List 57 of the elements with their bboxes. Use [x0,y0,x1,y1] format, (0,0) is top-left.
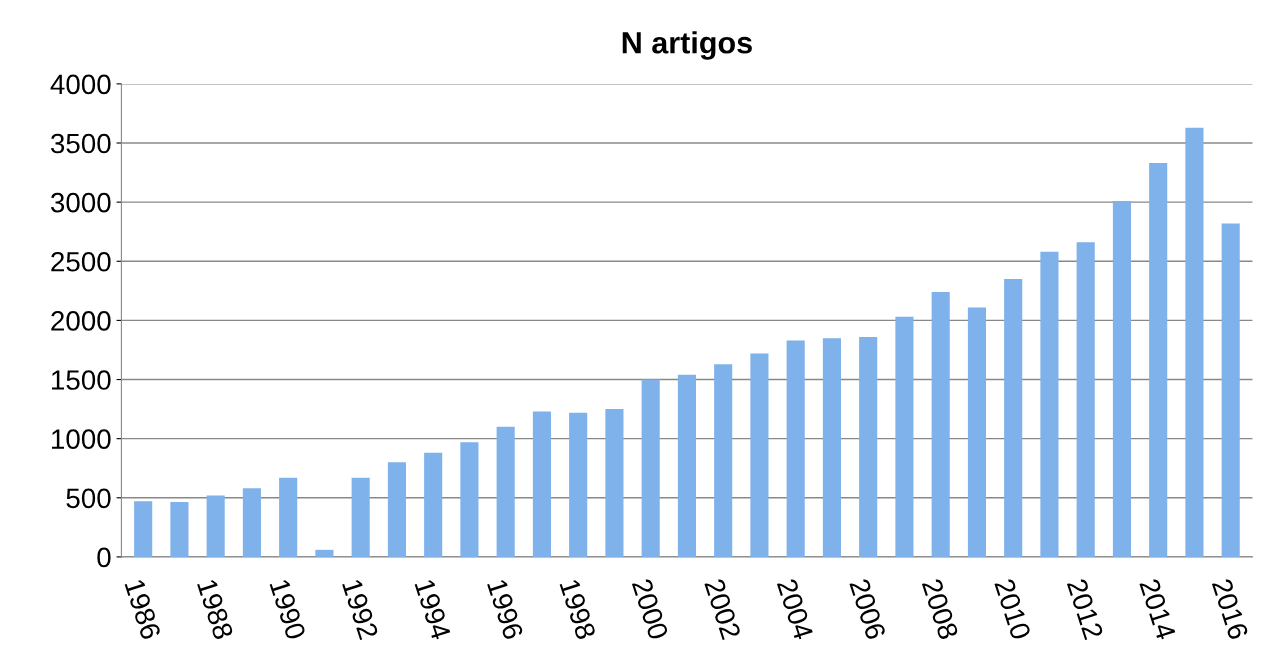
x-tick-label: 2010 [994,577,1032,641]
bar [351,477,370,557]
bar [170,501,189,557]
x-tick-label: 2006 [849,577,887,641]
x-tick-label: 1990 [269,578,307,641]
x-tick-label: 1986 [124,578,162,641]
bar [714,364,733,557]
bar [605,409,624,557]
x-tick-label: 2014 [1139,577,1177,641]
x-tick-label: 1992 [341,578,379,641]
x-tick-label: 2008 [921,577,959,641]
y-tick-label: 2000 [51,311,111,331]
bar [786,340,805,557]
x-tick-label: 1998 [559,578,597,641]
bar [859,336,878,557]
bar [1112,200,1131,557]
bar [569,412,588,557]
bar [460,442,479,557]
y-tick-label: 1500 [52,370,111,390]
bar [387,462,406,557]
bar [496,426,515,557]
y-tick-label: 0 [97,547,111,568]
bar [279,477,298,557]
bar [532,411,551,557]
y-tick-label: 3000 [50,192,111,213]
bar [242,488,261,557]
y-tick-label: 1000 [52,429,111,449]
x-tick-label: 2012 [1066,577,1104,641]
x-tick-label: 1988 [196,578,234,641]
bar [1076,242,1095,557]
bar [1221,223,1240,557]
bar [677,374,696,557]
x-tick-label: 1996 [486,578,524,641]
bar [1004,279,1023,557]
bar [750,353,769,557]
bar [206,495,225,557]
bar [424,452,443,557]
x-tick-label: 2002 [704,577,742,641]
x-tick-label: 2000 [631,577,669,641]
bar [931,292,950,557]
x-tick-label: 2004 [776,577,814,641]
y-tick-label: 2500 [51,251,111,272]
bar [641,379,660,557]
x-tick-label: 1994 [414,578,452,641]
bar [822,338,841,557]
x-tick-label: 2016 [1211,577,1249,641]
chart-title: N artigos [622,31,752,60]
bar [1149,163,1168,557]
bar [895,316,914,557]
bar [315,549,334,557]
y-tick-label: 500 [66,488,111,509]
y-tick-label: 3500 [50,133,111,154]
bar [967,307,986,557]
bar [1185,127,1204,557]
bar [134,501,153,557]
bar [1040,251,1059,557]
y-tick-label: 4000 [50,74,111,95]
